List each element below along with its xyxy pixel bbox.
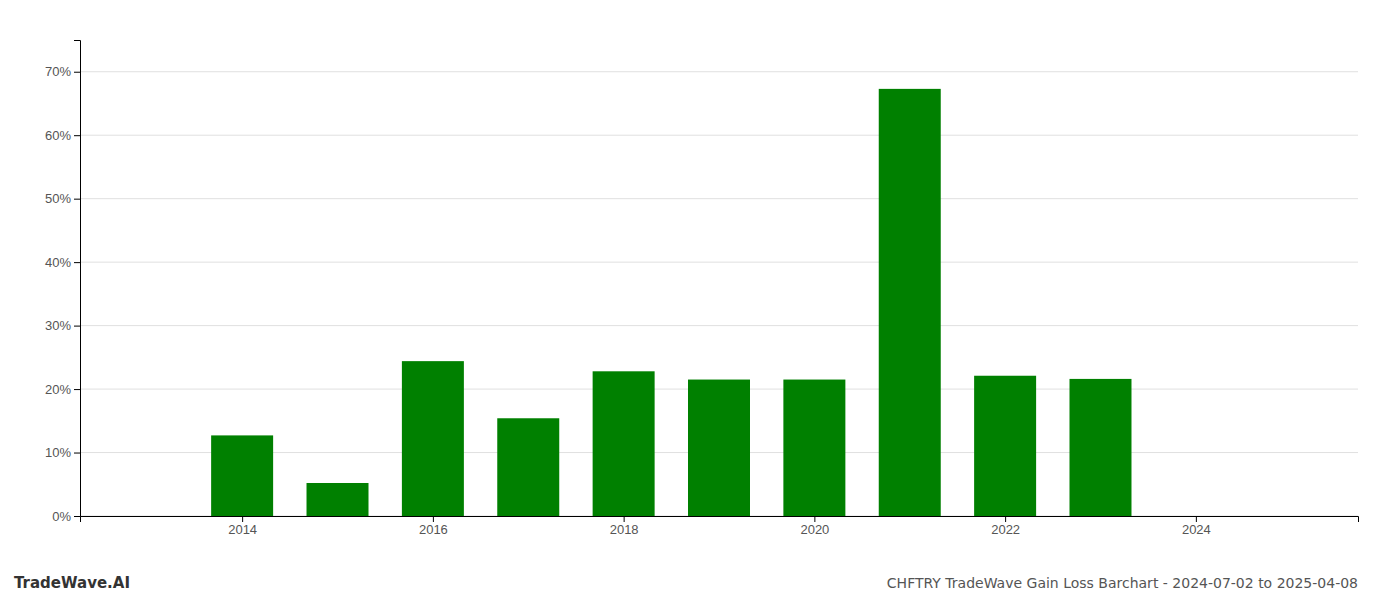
tick-mark — [242, 516, 243, 522]
tick-mark — [1005, 516, 1006, 522]
tick-label: 2024 — [1182, 522, 1211, 537]
bar — [211, 435, 273, 516]
grid-line — [80, 325, 1358, 326]
grid — [80, 72, 1358, 516]
tick: 2020 — [800, 516, 829, 537]
tick-label: 10% — [45, 445, 71, 460]
tick-mark — [74, 516, 80, 517]
bar — [497, 418, 559, 516]
tick-mark — [74, 389, 80, 390]
bar — [783, 380, 845, 516]
bar — [1069, 379, 1131, 516]
tick: 20% — [45, 382, 80, 397]
bar — [688, 380, 750, 516]
tick-label: 40% — [45, 255, 71, 270]
grid-line — [80, 198, 1358, 199]
tick-mark — [74, 453, 80, 454]
title: CHFTRY TradeWave Gain Loss Barchart - 20… — [887, 575, 1358, 591]
bar — [974, 376, 1036, 516]
tick-label: 50% — [45, 191, 71, 206]
tick: 50% — [45, 191, 80, 206]
bar — [593, 371, 655, 516]
bar — [879, 89, 941, 516]
tick-label: 2018 — [610, 522, 639, 537]
tick-label: 0% — [52, 509, 71, 524]
axis-line — [81, 517, 1359, 523]
axis-line — [74, 41, 81, 517]
tick-label: 60% — [45, 128, 71, 143]
tick: 30% — [45, 318, 80, 333]
tick-mark — [74, 326, 80, 327]
grid-line — [80, 135, 1358, 136]
tick: 2024 — [1182, 516, 1211, 537]
tick-mark — [74, 72, 80, 73]
tick-label: 30% — [45, 318, 71, 333]
tick-mark — [1196, 516, 1197, 522]
tick: 0% — [52, 509, 80, 524]
x-axis: 2014 2016 2018 2020 2022 2024 — [81, 516, 1359, 537]
tick-mark — [814, 516, 815, 522]
bar — [402, 361, 464, 516]
tick-label: 20% — [45, 382, 71, 397]
tick-label: 2022 — [991, 522, 1020, 537]
y-axis: 0% 10% 20% 30% 40% 50% 60% 70% — [45, 41, 81, 524]
bars — [211, 89, 1131, 516]
grid-line — [80, 71, 1358, 72]
tick: 70% — [45, 64, 80, 79]
tick-mark — [74, 135, 80, 136]
tick-mark — [74, 262, 80, 263]
tick: 10% — [45, 445, 80, 460]
watermark: TradeWave.AI — [14, 574, 130, 592]
tick: 2018 — [610, 516, 639, 537]
chart: 0%10%20%30%40%50%60%70%20142016201820202… — [0, 0, 1400, 600]
tick: 60% — [45, 128, 80, 143]
tick-mark — [433, 516, 434, 522]
bar — [307, 483, 369, 516]
tick: 40% — [45, 255, 80, 270]
tick: 2016 — [419, 516, 448, 537]
tick-mark — [624, 516, 625, 522]
plot-area: 0%10%20%30%40%50%60%70%20142016201820202… — [45, 41, 1359, 538]
tick-mark — [74, 199, 80, 200]
tick: 2022 — [991, 516, 1020, 537]
grid-line — [80, 262, 1358, 263]
tick: 2014 — [228, 516, 257, 537]
tick-label: 70% — [45, 64, 71, 79]
tick-label: 2014 — [228, 522, 257, 537]
tick-label: 2020 — [800, 522, 829, 537]
tick-label: 2016 — [419, 522, 448, 537]
